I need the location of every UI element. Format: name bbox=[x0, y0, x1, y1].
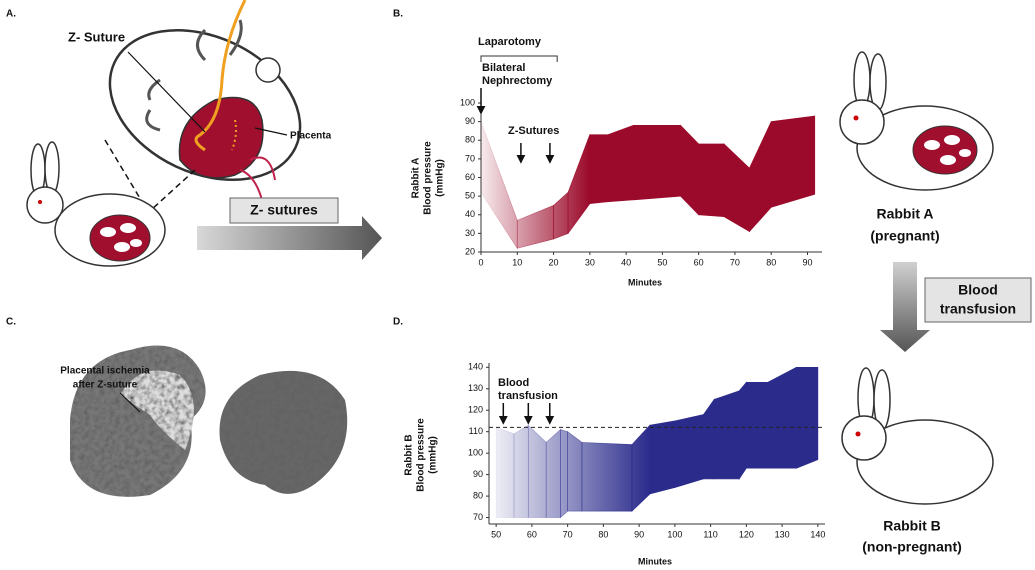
box-label: transfusion bbox=[940, 301, 1016, 317]
annotation: transfusion bbox=[498, 390, 558, 402]
annotation-bracket bbox=[480, 55, 558, 62]
range-band bbox=[746, 381, 769, 469]
range-band bbox=[698, 143, 725, 217]
range-band bbox=[545, 428, 561, 518]
x-tick-label: 70 bbox=[730, 257, 740, 267]
y-tick-label: 60 bbox=[465, 172, 475, 182]
y-tick-label: 80 bbox=[473, 490, 483, 500]
y-axis-label: (mmHg) bbox=[428, 436, 439, 474]
range-band bbox=[513, 424, 529, 518]
y-tick-label: 70 bbox=[473, 512, 483, 522]
annotation: Z-Sutures bbox=[508, 125, 559, 137]
label: (pregnant) bbox=[870, 228, 939, 244]
y-axis-label: (mmHg) bbox=[435, 159, 446, 197]
range-band bbox=[631, 424, 651, 512]
annotation: Bilateral bbox=[482, 62, 525, 74]
y-axis-label: Rabbit A bbox=[411, 158, 422, 199]
y-tick-label: 90 bbox=[465, 116, 475, 126]
range-band bbox=[581, 442, 633, 512]
label: (non-pregnant) bbox=[862, 539, 962, 555]
y-tick-label: 70 bbox=[465, 153, 475, 163]
range-band bbox=[767, 366, 797, 469]
x-tick-label: 90 bbox=[634, 529, 644, 539]
panel-label: D. bbox=[393, 317, 403, 328]
range-band bbox=[703, 398, 715, 480]
x-tick-label: 60 bbox=[694, 257, 704, 267]
range-band bbox=[749, 121, 772, 233]
x-axis-label: Minutes bbox=[628, 277, 662, 287]
range-band bbox=[738, 381, 747, 481]
range-band bbox=[567, 134, 591, 235]
panel-label: A. bbox=[6, 9, 16, 20]
range-band bbox=[560, 429, 568, 519]
x-tick-label: 40 bbox=[621, 257, 631, 267]
range-band bbox=[713, 390, 740, 480]
x-tick-label: 0 bbox=[478, 257, 483, 267]
label: Z- Suture bbox=[68, 29, 125, 44]
y-tick-label: 130 bbox=[468, 383, 483, 393]
range-band bbox=[567, 430, 583, 512]
range-band bbox=[674, 414, 704, 488]
x-tick-label: 100 bbox=[667, 529, 682, 539]
box-label: Blood bbox=[958, 282, 998, 298]
y-tick-label: 80 bbox=[465, 135, 475, 145]
range-band bbox=[480, 121, 518, 250]
x-tick-label: 20 bbox=[549, 257, 559, 267]
range-band bbox=[723, 143, 750, 233]
x-axis-label: Minutes bbox=[638, 556, 672, 566]
y-tick-label: 110 bbox=[469, 426, 483, 436]
x-tick-label: 120 bbox=[739, 529, 754, 539]
x-tick-label: 110 bbox=[703, 529, 717, 539]
y-tick-label: 140 bbox=[468, 362, 483, 372]
x-tick-label: 10 bbox=[512, 257, 522, 267]
y-tick-label: 40 bbox=[465, 209, 475, 219]
y-tick-label: 90 bbox=[473, 469, 483, 479]
y-axis-label: Blood pressure bbox=[423, 141, 434, 215]
illustration-rabbits bbox=[839, 51, 1032, 505]
x-tick-label: 80 bbox=[598, 529, 608, 539]
annotation: Blood bbox=[498, 377, 529, 389]
x-tick-label: 30 bbox=[585, 257, 595, 267]
label: Rabbit A bbox=[876, 206, 933, 222]
panel-label: C. bbox=[6, 317, 16, 328]
range-band bbox=[633, 124, 681, 201]
y-tick-label: 30 bbox=[465, 228, 475, 238]
range-band bbox=[649, 420, 676, 495]
label: Rabbit B bbox=[883, 518, 941, 534]
range-band bbox=[607, 124, 634, 203]
label: Placenta bbox=[290, 131, 332, 142]
x-tick-label: 50 bbox=[657, 257, 667, 267]
box-label: Z- sutures bbox=[250, 202, 318, 218]
range-band bbox=[796, 366, 819, 469]
annotation: Nephrectomy bbox=[482, 75, 553, 87]
x-tick-label: 50 bbox=[491, 529, 501, 539]
illustration-c bbox=[70, 345, 348, 497]
x-tick-label: 80 bbox=[766, 257, 776, 267]
range-band bbox=[589, 134, 609, 204]
x-tick-label: 90 bbox=[802, 257, 812, 267]
range-band bbox=[527, 424, 547, 518]
illustration-a bbox=[26, 0, 382, 267]
label: after Z-suture bbox=[73, 380, 138, 391]
x-tick-label: 140 bbox=[810, 529, 825, 539]
y-axis-label: Blood pressure bbox=[416, 418, 427, 492]
x-tick-label: 130 bbox=[775, 529, 790, 539]
x-tick-label: 60 bbox=[527, 529, 537, 539]
range-band bbox=[770, 115, 816, 208]
y-tick-label: 120 bbox=[468, 405, 483, 415]
y-tick-label: 100 bbox=[468, 448, 483, 458]
y-tick-label: 20 bbox=[465, 246, 475, 256]
annotation: Laparotomy bbox=[478, 36, 542, 48]
range-band bbox=[553, 191, 569, 240]
y-axis-label: Rabbit B bbox=[404, 434, 415, 475]
range-band bbox=[516, 204, 554, 249]
y-tick-label: 50 bbox=[465, 191, 475, 201]
range-band bbox=[680, 124, 700, 216]
label: Placental ischemia bbox=[60, 366, 150, 377]
range-band bbox=[495, 426, 515, 518]
x-tick-label: 70 bbox=[563, 529, 573, 539]
y-tick-label: 100 bbox=[460, 97, 475, 107]
panel-label: B. bbox=[393, 9, 403, 20]
